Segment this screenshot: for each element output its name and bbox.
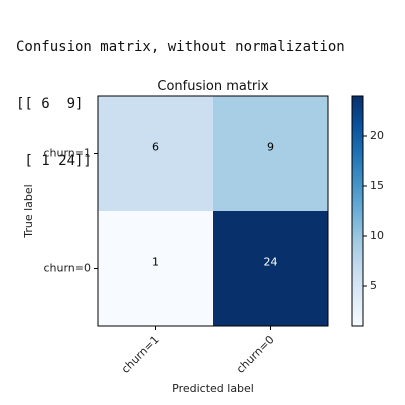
x-axis-label: Predicted label <box>172 382 254 395</box>
cell-value-r0-c1: 9 <box>267 141 274 154</box>
y-tick-label-1: churn=0 <box>43 262 91 275</box>
console-line-row-1: [[ 6 9] <box>16 96 84 112</box>
console-line-row-2: [ 1 24]] <box>16 153 92 169</box>
plot-frame <box>97 95 329 327</box>
cell-value-r0-c0: 6 <box>152 141 159 154</box>
heatmap-cell-r1-c1 <box>213 211 328 326</box>
console-output: Confusion matrix, without normalization … <box>16 0 345 190</box>
chart-title: Confusion matrix <box>157 79 268 94</box>
y-axis-label: True label <box>22 184 35 238</box>
heatmap-cell-labels: 6 9 1 24 <box>152 141 278 269</box>
heatmap-cell-r1-c0 <box>98 211 213 326</box>
colorbar-tick-label-1: 10 <box>370 229 384 242</box>
heatmap-cell-r0-c1 <box>213 96 328 211</box>
cell-value-r1-c0: 1 <box>152 256 159 269</box>
y-axis-ticks: churn=1 churn=0 <box>43 147 98 275</box>
colorbar-ticks: 5 10 15 20 <box>363 129 384 292</box>
heatmap-cells <box>98 96 328 326</box>
y-tick-label-0: churn=1 <box>43 147 91 160</box>
x-tick-label-0: churn=1 <box>119 333 162 376</box>
colorbar-tick-label-2: 15 <box>370 179 384 192</box>
x-axis-ticks: churn=1 churn=0 <box>119 326 277 376</box>
heatmap-cell-r0-c0 <box>98 96 213 211</box>
colorbar-tick-label-3: 20 <box>370 129 384 142</box>
console-line-heading: Confusion matrix, without normalization <box>16 39 345 55</box>
colorbar <box>351 95 364 327</box>
x-tick-label-1: churn=0 <box>234 333 277 376</box>
cell-value-r1-c1: 24 <box>264 256 278 269</box>
colorbar-tick-label-0: 5 <box>370 279 377 292</box>
